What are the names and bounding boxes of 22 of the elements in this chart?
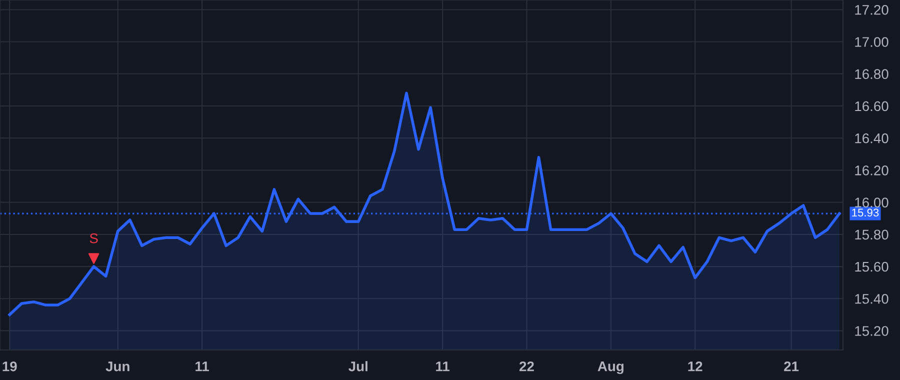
x-tick-label: Jul: [348, 361, 368, 372]
y-tick-label: 16.00: [855, 198, 888, 208]
x-tick-label: 22: [519, 361, 534, 372]
y-tick-label: 15.60: [855, 262, 888, 272]
y-tick-label: 16.40: [855, 133, 888, 144]
x-tick-label: 11: [436, 362, 450, 372]
x-tick-label: 19: [2, 361, 17, 372]
y-tick-label: 17.20: [855, 4, 888, 15]
x-tick-label: 11: [196, 362, 209, 372]
x-tick-label: Aug: [598, 362, 624, 374]
ref-line-label: 15.93: [852, 208, 879, 217]
x-tick-label: 21: [784, 361, 799, 372]
x-tick-label: 12: [688, 361, 702, 372]
y-tick-label: 17.00: [855, 37, 888, 47]
y-tick-label: 15.80: [855, 230, 888, 240]
x-tick-label: Jun: [106, 362, 130, 372]
y-tick-label: 16.20: [855, 166, 888, 176]
y-tick-label: 15.40: [855, 294, 888, 304]
y-tick-label: 15.20: [855, 326, 888, 336]
annotation: S: [90, 233, 98, 244]
y-tick-label: 16.80: [855, 69, 888, 80]
y-tick-label: 16.60: [855, 101, 888, 112]
